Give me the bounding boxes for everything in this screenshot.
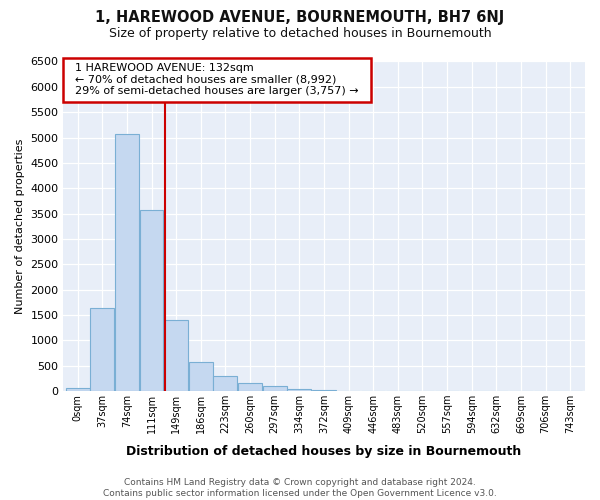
- Text: 1, HAREWOOD AVENUE, BOURNEMOUTH, BH7 6NJ: 1, HAREWOOD AVENUE, BOURNEMOUTH, BH7 6NJ: [95, 10, 505, 25]
- Bar: [238, 384, 262, 391]
- Bar: [263, 386, 287, 391]
- Bar: [312, 390, 336, 391]
- Bar: [287, 388, 311, 391]
- X-axis label: Distribution of detached houses by size in Bournemouth: Distribution of detached houses by size …: [126, 444, 521, 458]
- Text: Contains HM Land Registry data © Crown copyright and database right 2024.
Contai: Contains HM Land Registry data © Crown c…: [103, 478, 497, 498]
- Bar: [140, 210, 163, 391]
- Bar: [115, 134, 139, 391]
- Bar: [91, 308, 114, 391]
- Y-axis label: Number of detached properties: Number of detached properties: [15, 138, 25, 314]
- Bar: [189, 362, 213, 391]
- Bar: [214, 376, 238, 391]
- Text: 1 HAREWOOD AVENUE: 132sqm
  ← 70% of detached houses are smaller (8,992)
  29% o: 1 HAREWOOD AVENUE: 132sqm ← 70% of detac…: [68, 63, 365, 96]
- Text: Size of property relative to detached houses in Bournemouth: Size of property relative to detached ho…: [109, 28, 491, 40]
- Bar: [164, 320, 188, 391]
- Bar: [337, 390, 361, 391]
- Bar: [65, 388, 89, 391]
